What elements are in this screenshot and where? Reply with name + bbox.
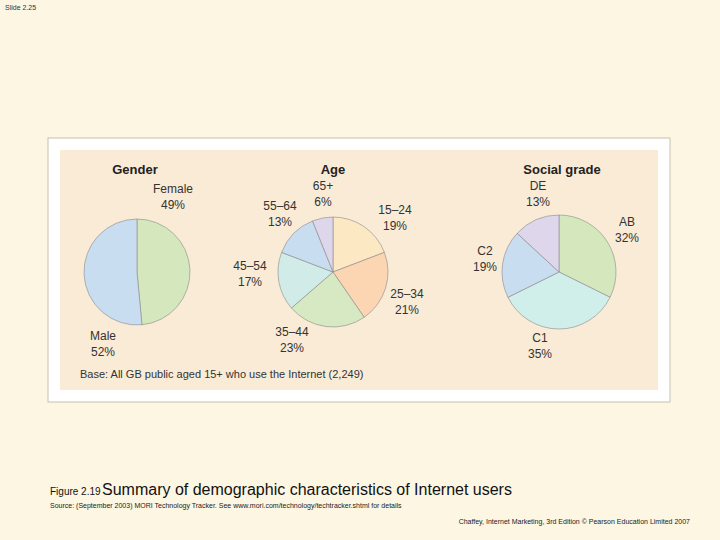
- chart-title: Age: [321, 162, 346, 177]
- figure-frame: [48, 138, 670, 402]
- slice-category: Female: [153, 182, 193, 196]
- slice: [517, 215, 559, 272]
- base-note: Base: All GB public aged 15+ who use the…: [80, 368, 363, 380]
- slice: [84, 219, 142, 325]
- caption: Summary of demographic characteristics o…: [102, 481, 512, 498]
- slice-category: 15–24: [378, 203, 412, 217]
- data-label: 19%: [383, 219, 407, 233]
- pie-chart: Age 15–24 19% 25–34 21% 35–44 23% 45–54 17% 55–64…: [233, 162, 424, 355]
- slice-category: 65+: [313, 179, 333, 193]
- pie-chart: Social grade AB 32% C1 35% C2 19% DE 13%: [473, 162, 639, 361]
- slice-category: Male: [90, 329, 116, 343]
- slices: [502, 215, 616, 329]
- data-label: 21%: [395, 303, 419, 317]
- slide: Slide 2.25 Gender Female 49% Male 52% Age 15–24…: [0, 0, 720, 540]
- slice-category: 35–44: [275, 325, 309, 339]
- background: [0, 0, 720, 540]
- source: Source: (September 2003) MORI Technology…: [50, 502, 402, 510]
- slice: [313, 217, 333, 272]
- data-label: 13%: [268, 215, 292, 229]
- footer: Chaffey, Internet Marketing, 3rd Edition…: [459, 518, 690, 526]
- slices: [84, 219, 190, 325]
- slice-category: C2: [477, 244, 493, 258]
- chart-title: Social grade: [523, 162, 600, 177]
- data-label: 19%: [473, 260, 497, 274]
- data-label: 6%: [314, 195, 332, 209]
- data-label: 13%: [526, 195, 550, 209]
- slice-category: 55–64: [263, 199, 297, 213]
- data-label: 52%: [91, 345, 115, 359]
- data-label: 32%: [615, 231, 639, 245]
- slice-category: 45–54: [233, 259, 267, 273]
- figure-label: Figure 2.19: [50, 486, 101, 497]
- data-label: 49%: [161, 198, 185, 212]
- data-label: 35%: [528, 347, 552, 361]
- pie-chart: Gender Female 49% Male 52%: [84, 162, 193, 359]
- slice-category: AB: [619, 215, 635, 229]
- slice: [137, 219, 190, 325]
- slice-category: C1: [532, 331, 548, 345]
- slices: [278, 217, 388, 327]
- chart-title: Gender: [112, 162, 158, 177]
- data-label: 17%: [238, 275, 262, 289]
- slice-category: 25–34: [390, 287, 424, 301]
- slide-label: Slide 2.25: [5, 4, 36, 11]
- figure-panel: [60, 150, 658, 390]
- slice-category: DE: [530, 179, 547, 193]
- data-label: 23%: [280, 341, 304, 355]
